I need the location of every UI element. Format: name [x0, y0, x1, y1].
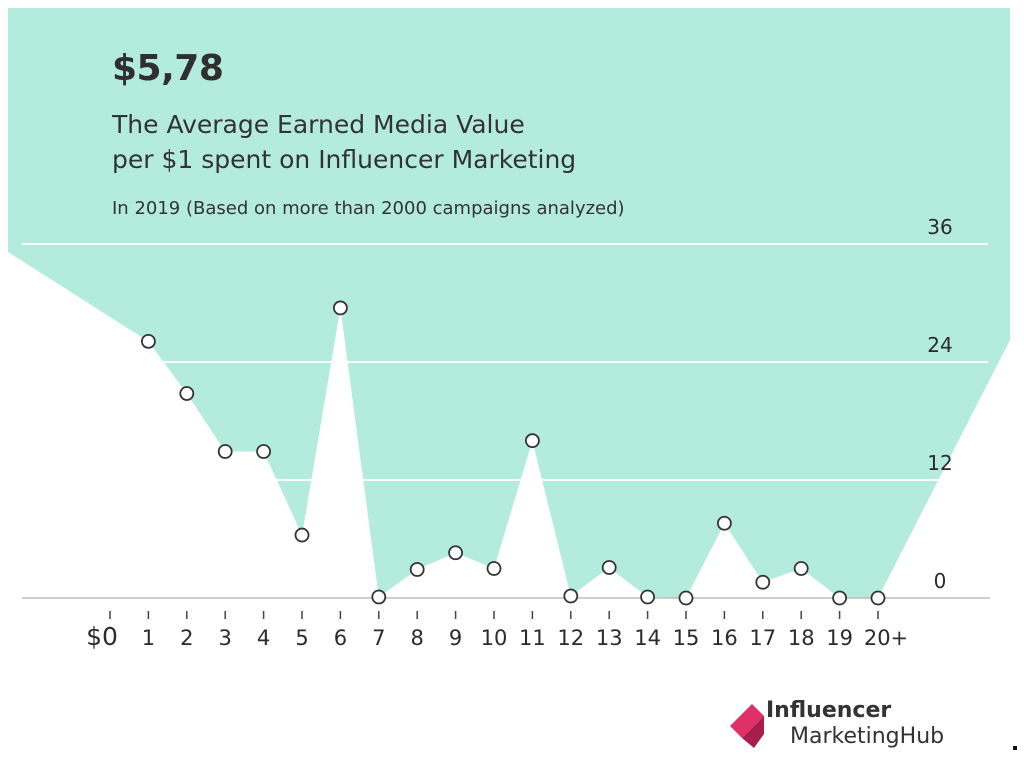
data-point — [486, 561, 502, 576]
x-tick-label: 4 — [257, 626, 270, 650]
logo-text-line-1: Influencer — [766, 698, 892, 723]
x-tick-label: 14 — [634, 626, 661, 650]
x-tick-label: 1 — [142, 626, 155, 650]
subtitle-line-1: The Average Earned Media Value — [112, 110, 525, 139]
data-point — [640, 589, 655, 605]
data-point — [832, 590, 847, 606]
logo-text-line-2: MarketingHub — [790, 724, 945, 749]
data-point — [525, 433, 540, 449]
x-tick-label: 6 — [334, 626, 347, 650]
data-point — [140, 333, 156, 349]
data-point — [755, 574, 771, 590]
y-tick-label: 12 — [927, 451, 952, 475]
y-tick-label: 24 — [927, 333, 952, 357]
x-tick-label: 2 — [180, 626, 193, 650]
logo-mark-icon — [730, 704, 764, 748]
data-point — [217, 444, 233, 459]
y-axis-labels: 36 24 12 0 — [927, 215, 952, 593]
x-tick-label: 8 — [411, 626, 424, 650]
data-point — [332, 300, 348, 316]
area-fill — [8, 8, 1010, 598]
x-tick-label: 9 — [449, 626, 462, 650]
x-tick-label: 12 — [557, 626, 584, 650]
area-layer — [8, 8, 1010, 598]
influencer-marketing-hub-logo: Influencer MarketingHub — [730, 696, 944, 756]
grid-layer — [22, 243, 988, 481]
data-point — [294, 527, 310, 543]
x-tick-label: 19 — [826, 626, 853, 650]
data-point — [256, 444, 272, 459]
x-tick-label: 7 — [372, 626, 385, 650]
x-tick-label: 5 — [295, 626, 308, 650]
x-tick-label: 13 — [596, 626, 623, 650]
x-tick-label: 3 — [219, 626, 232, 650]
note-text: In 2019 (Based on more than 2000 campaig… — [112, 198, 625, 219]
x-tick-label: 18 — [788, 626, 815, 650]
headline-value: $5,78 — [112, 48, 224, 89]
x-axis-labels: $0 1 2 3 4 5 6 7 8 9 10 11 12 13 14 15 16 17 18 19 20+ — [86, 622, 908, 651]
x-tick-label: 15 — [673, 626, 700, 650]
x-tick-label: 10 — [481, 626, 508, 650]
data-point — [371, 589, 387, 605]
data-point — [870, 590, 886, 606]
data-point — [409, 562, 425, 577]
data-point — [678, 590, 694, 606]
y-tick-label: 0 — [934, 569, 947, 593]
stray-mark — [1013, 746, 1017, 750]
data-point — [717, 515, 732, 531]
data-point — [793, 561, 809, 576]
subtitle-line-2: per $1 spent on Influencer Marketing — [112, 145, 577, 174]
x-tick-label: 17 — [749, 626, 776, 650]
data-point — [179, 386, 195, 401]
marker-layer — [140, 300, 886, 606]
x-axis — [22, 597, 990, 619]
x-tick-label: 11 — [519, 626, 546, 650]
data-point — [448, 545, 464, 561]
y-tick-label: 36 — [927, 215, 952, 239]
data-point — [563, 588, 579, 604]
x-tick-label: 16 — [711, 626, 738, 650]
x-tick-label: 20+ — [864, 626, 908, 650]
x-tick-label: $0 — [86, 622, 118, 651]
data-point — [601, 560, 617, 575]
